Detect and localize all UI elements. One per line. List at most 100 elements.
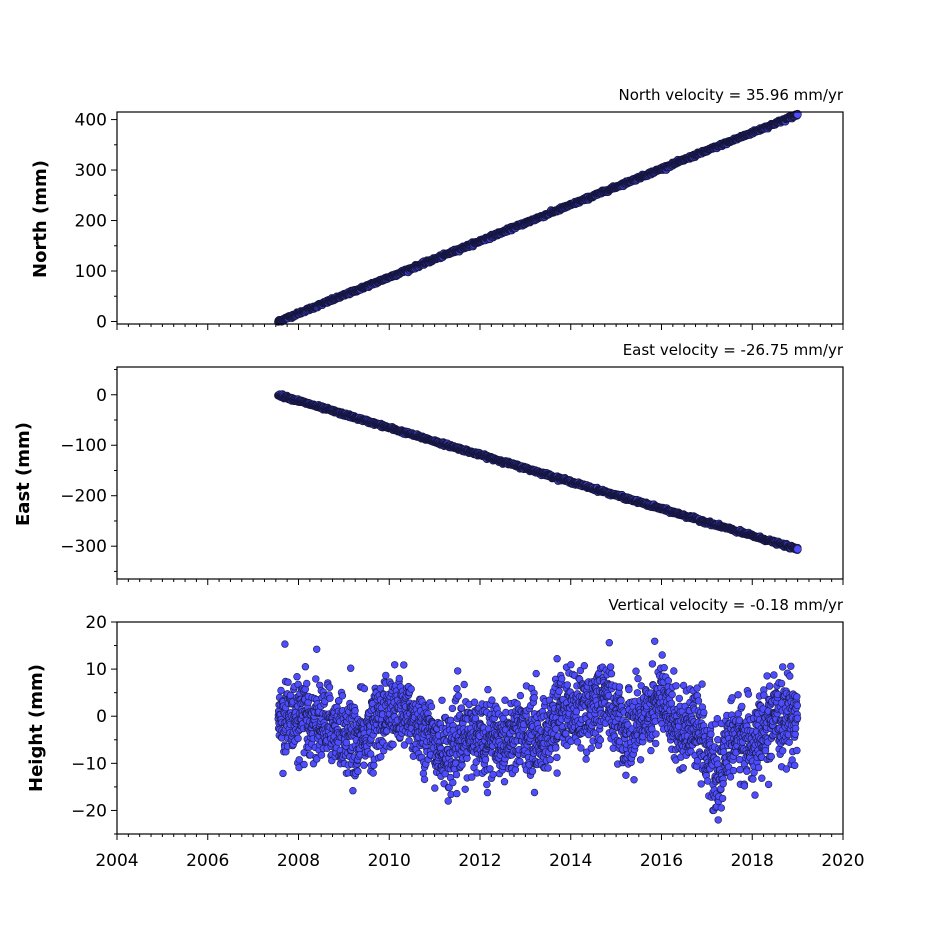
height-point xyxy=(511,766,520,774)
height-point xyxy=(342,738,351,747)
height-point xyxy=(395,674,403,683)
height-point xyxy=(457,704,466,712)
height-point xyxy=(634,674,642,683)
east-ytick-label: −100 xyxy=(60,436,107,456)
height-point xyxy=(484,685,492,694)
height-point xyxy=(573,738,582,746)
height-point xyxy=(460,680,468,689)
north-panel: North velocity = 35.96 mm/yr North (mm) … xyxy=(30,86,844,332)
height-point xyxy=(500,777,509,786)
height-point xyxy=(660,663,668,672)
height-point xyxy=(382,671,390,680)
height-point xyxy=(294,734,302,743)
height-point xyxy=(622,771,630,779)
north-ytick-label: 300 xyxy=(75,161,107,181)
height-point xyxy=(651,739,660,748)
height-point xyxy=(449,778,457,787)
height-point xyxy=(615,683,624,691)
height-point xyxy=(670,667,678,675)
height-point xyxy=(453,684,461,693)
height-point xyxy=(636,756,645,764)
height-point xyxy=(463,754,471,762)
east-ytick-label: −300 xyxy=(60,537,107,557)
height-point xyxy=(567,660,575,669)
height-points xyxy=(274,637,802,824)
height-point xyxy=(675,694,683,703)
height-point xyxy=(555,687,563,695)
height-point xyxy=(630,776,638,784)
height-point xyxy=(454,691,462,700)
height-point xyxy=(483,788,492,797)
height-point xyxy=(553,753,561,762)
height-point xyxy=(360,761,368,769)
height-point xyxy=(377,753,385,761)
height-point xyxy=(338,692,347,700)
height-point xyxy=(582,755,590,763)
height-point xyxy=(452,770,461,779)
height-point xyxy=(577,744,585,752)
north-ytick-label: 400 xyxy=(75,111,107,131)
height-point xyxy=(427,702,436,711)
height-point xyxy=(607,669,616,678)
height-point xyxy=(530,694,538,702)
height-point xyxy=(546,755,554,764)
height-point xyxy=(391,661,399,669)
height-point xyxy=(648,660,657,668)
north-xticks xyxy=(116,324,844,330)
height-point xyxy=(461,785,469,793)
height-point xyxy=(664,677,672,685)
height-point xyxy=(300,760,308,769)
north-ytick-label: 200 xyxy=(75,212,107,232)
height-point xyxy=(400,661,408,669)
height-point xyxy=(672,682,680,690)
height-point xyxy=(544,764,552,772)
height-point xyxy=(553,769,561,777)
north-plot-frame xyxy=(116,111,844,325)
east-point xyxy=(793,545,802,554)
east-ytick-label: −200 xyxy=(60,487,107,507)
height-point xyxy=(312,675,320,683)
height-point xyxy=(606,663,615,671)
height-point xyxy=(420,775,429,784)
height-point xyxy=(488,696,496,704)
east-ytick-label: 0 xyxy=(96,386,107,406)
height-point xyxy=(501,696,509,704)
east-plot-frame xyxy=(116,366,844,580)
north-ytick-label: 0 xyxy=(96,312,107,332)
height-point xyxy=(286,691,295,700)
height-point xyxy=(470,698,479,706)
height-point xyxy=(658,651,666,659)
height-point xyxy=(557,675,566,683)
height-point xyxy=(284,678,292,686)
height-point xyxy=(354,767,362,775)
east-points xyxy=(274,390,802,555)
height-point xyxy=(483,780,491,789)
height-point xyxy=(293,672,301,681)
height-point xyxy=(647,746,655,755)
height-point xyxy=(317,751,326,759)
height-point xyxy=(360,684,369,693)
height-point xyxy=(552,744,560,752)
height-point xyxy=(481,755,490,764)
height-point xyxy=(617,696,625,705)
height-title: Vertical velocity = -0.18 mm/yr xyxy=(608,596,843,614)
height-point xyxy=(279,769,287,778)
height-point xyxy=(351,707,359,715)
north-points xyxy=(274,109,802,326)
height-point xyxy=(563,681,571,689)
north-title: North velocity = 35.96 mm/yr xyxy=(619,86,844,104)
height-point xyxy=(668,690,676,699)
height-panel: Vertical velocity = -0.18 mm/yr Height (… xyxy=(26,596,865,871)
height-point xyxy=(301,662,310,671)
height-point xyxy=(431,784,439,792)
height-point xyxy=(389,740,397,749)
height-point xyxy=(596,736,605,744)
north-ylabel: North (mm) xyxy=(30,160,51,278)
east-panel: East velocity = -26.75 mm/yr East (mm) 0… xyxy=(13,341,844,585)
height-point xyxy=(532,669,540,678)
height-point xyxy=(552,725,560,733)
height-point xyxy=(625,685,633,694)
height-point xyxy=(349,786,357,795)
